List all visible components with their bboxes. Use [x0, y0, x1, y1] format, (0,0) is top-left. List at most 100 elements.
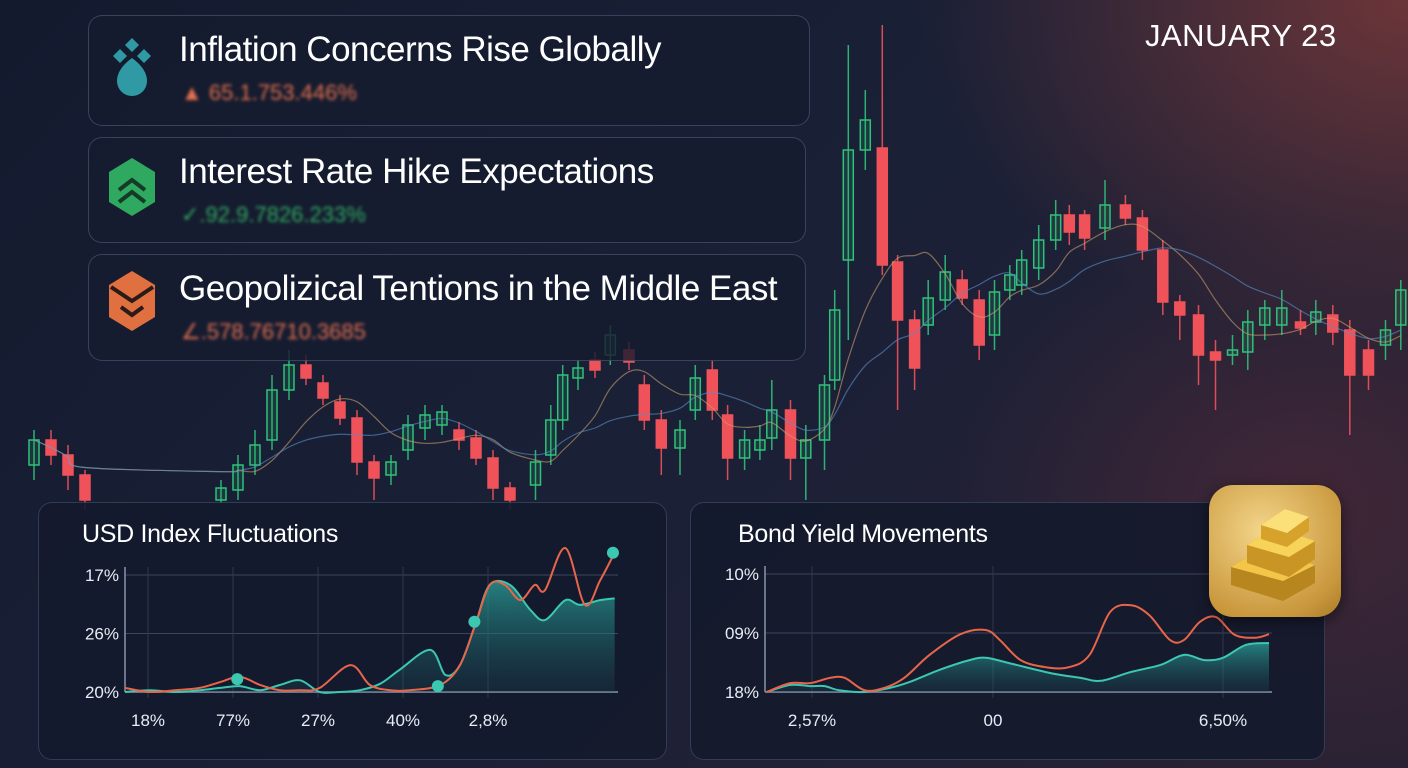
usd-chart-data-marker — [231, 673, 244, 686]
candle-up — [1226, 349, 1239, 356]
candle-up — [1004, 274, 1016, 291]
candle-up — [1032, 239, 1045, 269]
candle-down — [908, 319, 921, 369]
bond-chart-series-line — [766, 603, 1270, 693]
candle-down — [721, 414, 734, 459]
candle-up — [545, 419, 557, 456]
candle-down — [1078, 214, 1091, 239]
candle-up — [1049, 214, 1062, 241]
candle-up — [1099, 204, 1111, 229]
headline-title: Geopolizical Tentions in the Middle East — [179, 269, 778, 308]
candle-up — [766, 409, 778, 439]
candle-up — [1395, 289, 1407, 326]
headline-card-geopolitical[interactable]: Geopolizical Tentions in the Middle East… — [88, 254, 806, 361]
teal-diamond-drop-icon — [113, 38, 151, 96]
candle-up — [572, 367, 584, 379]
headline-card-interest-rate[interactable]: Interest Rate Hike Expectations ✓.92.9.7… — [88, 137, 806, 243]
headline-value: ✓.92.9.7826.233% — [181, 202, 366, 227]
candle-down — [1294, 321, 1307, 329]
usd-chart-y-tick-label: 20% — [85, 683, 119, 702]
candle-up — [800, 439, 812, 459]
candle-down — [973, 299, 985, 346]
usd-chart-data-marker — [468, 615, 481, 628]
candle-up — [1242, 321, 1254, 353]
candle-up — [385, 461, 397, 476]
candle-down — [1344, 329, 1356, 376]
usd-chart-y-tick-label: 17% — [85, 566, 119, 585]
usd-chart-y-tick-label: 26% — [85, 625, 119, 644]
candle-down — [956, 279, 968, 299]
candle-down — [784, 409, 797, 459]
green-chevron-hexagon-icon — [109, 158, 155, 216]
candle-down — [1327, 314, 1339, 333]
bond-chart-y-tick-label: 10% — [725, 565, 759, 584]
candle-down — [368, 461, 380, 479]
usd-chart-x-tick-label: 77% — [216, 711, 250, 730]
bond-chart-y-tick-label: 09% — [725, 624, 759, 643]
bond-chart-x-tick-label: 00 — [984, 711, 1003, 730]
candle-down — [1136, 217, 1149, 251]
candle-down — [79, 474, 91, 501]
candle-up — [842, 149, 855, 261]
headline-card-inflation[interactable]: Inflation Concerns Rise Globally ▲ 65.1.… — [88, 15, 810, 126]
candle-down — [891, 261, 904, 321]
candle-up — [754, 439, 766, 451]
headline-value: ▲ 65.1.753.446% — [181, 80, 357, 105]
candle-down — [470, 437, 482, 459]
candle-up — [1276, 307, 1288, 326]
headline-title: Interest Rate Hike Expectations — [179, 152, 654, 191]
candle-down — [504, 487, 516, 501]
candle-up — [1015, 259, 1028, 286]
candle-down — [1119, 204, 1132, 219]
usd-chart-x-tick-label: 40% — [386, 711, 420, 730]
bond-chart-y-tick-label: 18% — [725, 683, 759, 702]
candle-up — [689, 377, 702, 411]
candle-up — [922, 297, 934, 326]
candle-down — [655, 419, 668, 449]
usd-chart-data-marker — [606, 546, 619, 559]
candle-down — [334, 401, 346, 419]
usd-chart-x-tick-label: 27% — [301, 711, 335, 730]
usd-chart-series-line — [124, 547, 616, 694]
candle-down — [1209, 351, 1222, 361]
candle-up — [402, 424, 414, 451]
candle-up — [1259, 307, 1271, 326]
candle-down — [638, 384, 651, 421]
headline-title: Inflation Concerns Rise Globally — [179, 30, 662, 69]
candle-down — [453, 429, 465, 441]
headline-value: ∠.578.76710.3685 — [181, 319, 366, 344]
candle-down — [351, 417, 363, 463]
candle-down — [876, 147, 889, 266]
gold-bars-icon[interactable] — [1209, 485, 1341, 617]
candle-up — [556, 374, 569, 421]
candle-up — [232, 464, 244, 491]
candle-down — [706, 369, 719, 411]
bond-yield-title: Bond Yield Movements — [738, 520, 988, 548]
candle-up — [674, 429, 686, 449]
candle-up — [249, 444, 261, 466]
candle-up — [283, 364, 295, 391]
candle-down — [1362, 349, 1375, 376]
usd-chart-x-tick-label: 18% — [131, 711, 165, 730]
bond-chart-x-tick-label: 6,50% — [1199, 711, 1247, 730]
candle-down — [300, 364, 312, 379]
candle-up — [988, 291, 1001, 336]
candle-up — [818, 384, 831, 441]
candle-up — [939, 271, 951, 301]
usd-chart-series-line — [124, 579, 615, 694]
candle-down — [487, 457, 499, 489]
usd-index-title: USD Index Fluctuations — [82, 520, 339, 548]
moving-average-line-slow — [33, 247, 1402, 473]
candle-down — [1174, 301, 1186, 316]
date-label: JANUARY 23 — [1145, 18, 1337, 53]
usd-chart-data-marker — [431, 680, 444, 693]
candle-up — [529, 461, 542, 486]
bond-chart-area-fill — [766, 643, 1269, 693]
candle-up — [859, 119, 872, 151]
candle-down — [317, 382, 329, 399]
candle-down — [1157, 249, 1169, 303]
candle-up — [215, 487, 227, 501]
bond-chart-x-tick-label: 2,57% — [788, 711, 836, 730]
